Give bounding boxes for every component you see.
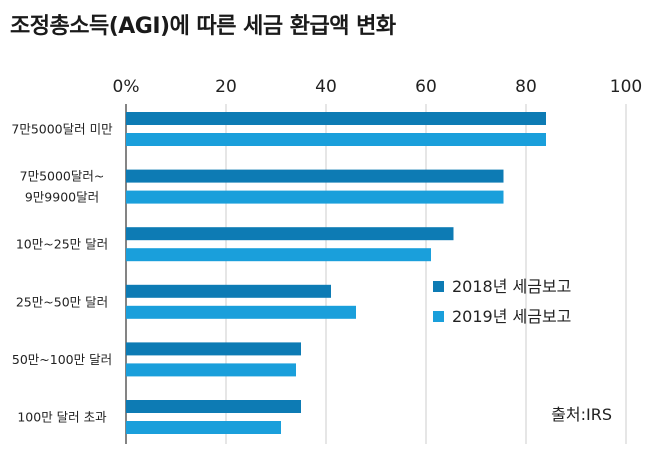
x-tick-label: 60	[415, 77, 437, 97]
category-label: 7만5000달러 미만	[11, 122, 113, 137]
bar-2-4	[126, 305, 356, 319]
chart-title: 조정총소득(AGI)에 따른 세금 환급액 변화	[10, 14, 396, 39]
x-tick-label: 80	[515, 77, 537, 97]
legend-swatch-2	[433, 311, 444, 322]
x-axis-ticks: 0% 20 40 60 80 100	[113, 77, 643, 97]
category-labels: 7만5000달러 미만 7만5000달러~ 9만9900달러 10만~25만 달러 25…	[11, 122, 113, 425]
bar-2-5	[126, 363, 296, 377]
bar-2-3	[126, 248, 431, 262]
source-note: 출처:IRS	[551, 405, 612, 424]
bar-2-1	[126, 133, 546, 146]
x-tick-label: 0%	[113, 77, 140, 97]
bar-1-3	[126, 227, 454, 241]
legend-label-2: 2019년 세금보고	[452, 307, 571, 326]
bars	[126, 112, 546, 434]
category-label: 25만~50만 달러	[16, 294, 108, 309]
bar-1-2	[126, 169, 504, 183]
bar-2-6	[126, 421, 281, 434]
category-label: 50만~100만 달러	[12, 352, 112, 367]
x-tick-label: 20	[215, 77, 237, 97]
category-label: 7만5000달러~	[20, 169, 105, 184]
x-tick-label: 100	[610, 77, 642, 97]
bar-1-6	[126, 400, 301, 413]
category-label: 100만 달러 초과	[17, 410, 107, 425]
category-label: 9만9900달러	[25, 190, 99, 205]
legend-label-1: 2018년 세금보고	[452, 277, 571, 296]
bar-1-5	[126, 342, 301, 356]
category-label: 10만~25만 달러	[16, 237, 108, 252]
x-tick-label: 40	[315, 77, 337, 97]
gridlines	[125, 104, 627, 444]
bar-2-2	[126, 190, 504, 204]
legend-swatch-1	[433, 281, 444, 292]
bar-1-1	[126, 112, 546, 125]
bar-1-4	[126, 284, 331, 298]
legend: 2018년 세금보고 2019년 세금보고	[433, 277, 571, 326]
